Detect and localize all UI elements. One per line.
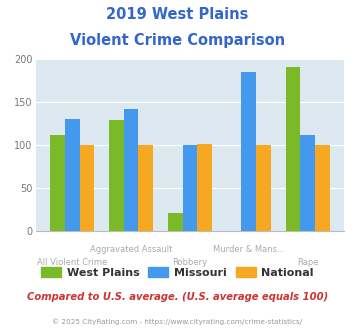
Bar — [138, 145, 153, 231]
Text: Rape: Rape — [297, 258, 318, 267]
Legend: West Plains, Missouri, National: West Plains, Missouri, National — [37, 263, 318, 282]
Bar — [168, 213, 182, 231]
Text: All Violent Crime: All Violent Crime — [37, 258, 108, 267]
Bar — [65, 119, 80, 231]
Text: © 2025 CityRating.com - https://www.cityrating.com/crime-statistics/: © 2025 CityRating.com - https://www.city… — [53, 318, 302, 325]
Bar — [285, 67, 300, 231]
Bar — [315, 145, 330, 231]
Bar — [197, 144, 212, 231]
Text: Robbery: Robbery — [173, 258, 207, 267]
Bar — [256, 145, 271, 231]
Bar — [241, 72, 256, 231]
Text: Murder & Mans...: Murder & Mans... — [213, 245, 285, 254]
Text: Aggravated Assault: Aggravated Assault — [90, 245, 172, 254]
Bar — [300, 135, 315, 231]
Bar — [50, 135, 65, 231]
Bar — [182, 145, 197, 231]
Bar — [124, 109, 138, 231]
Text: 2019 West Plains: 2019 West Plains — [106, 7, 249, 21]
Bar — [109, 120, 124, 231]
Bar — [80, 145, 94, 231]
Text: Violent Crime Comparison: Violent Crime Comparison — [70, 33, 285, 48]
Text: Compared to U.S. average. (U.S. average equals 100): Compared to U.S. average. (U.S. average … — [27, 292, 328, 302]
